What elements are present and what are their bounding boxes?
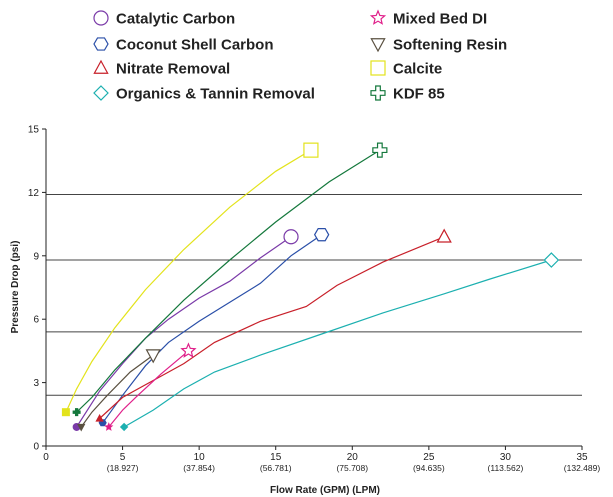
x-tick-label: 10 bbox=[194, 452, 206, 463]
x-tick-sublabel: (37.854) bbox=[183, 463, 215, 473]
legend-label: Nitrate Removal bbox=[116, 61, 230, 78]
x-tick-sublabel: (75.708) bbox=[336, 463, 368, 473]
y-tick-label: 3 bbox=[33, 378, 39, 389]
legend-item-kdf-85: KDF 85 bbox=[370, 85, 445, 103]
legend-item-catalytic-carbon: Catalytic Carbon bbox=[93, 10, 235, 28]
legend-label: Organics & Tannin Removal bbox=[116, 86, 315, 103]
legend-item-softening-resin: Softening Resin bbox=[370, 37, 507, 54]
series-line bbox=[76, 236, 292, 428]
series-mixed-bed-di bbox=[104, 342, 197, 431]
x-tick-sublabel: (113.562) bbox=[488, 463, 524, 473]
legend-item-organics-tannin-removal: Organics & Tannin Removal bbox=[93, 85, 315, 103]
end-point bbox=[283, 229, 299, 245]
start-point bbox=[72, 408, 81, 417]
start-point bbox=[61, 408, 70, 417]
start-point bbox=[104, 422, 114, 431]
legend-label: Softening Resin bbox=[393, 37, 507, 54]
end-point bbox=[372, 142, 388, 158]
series-calcite bbox=[61, 142, 319, 417]
end-point bbox=[180, 342, 197, 358]
x-tick-label: 15 bbox=[270, 452, 282, 463]
end-point bbox=[543, 252, 560, 268]
series-line bbox=[99, 236, 445, 419]
grid bbox=[46, 194, 582, 396]
legend-label: Calcite bbox=[393, 61, 442, 78]
legend-label: Mixed Bed DI bbox=[393, 11, 487, 28]
series bbox=[61, 142, 560, 432]
hexagon-icon bbox=[93, 37, 109, 51]
x-tick-sublabel: (132.489) bbox=[564, 463, 601, 473]
triangle-down-icon bbox=[370, 38, 386, 53]
series-line bbox=[80, 354, 154, 428]
axes: 0 5(18.927)10(37.854)15(56.781)20(75.708)… bbox=[28, 125, 600, 474]
x-tick-label: 5 bbox=[120, 452, 126, 463]
y-tick-label: 0 bbox=[33, 442, 39, 453]
legend-label: KDF 85 bbox=[393, 86, 445, 103]
legend-item-calcite: Calcite bbox=[370, 60, 442, 78]
circle-icon bbox=[93, 10, 109, 26]
x-tick-label: 0 bbox=[43, 452, 49, 463]
end-point bbox=[303, 142, 319, 158]
start-point bbox=[95, 413, 104, 422]
square-icon bbox=[370, 60, 386, 76]
legend: Catalytic Carbon Coconut Shell Carbon Nitr… bbox=[93, 9, 507, 103]
star-icon bbox=[369, 9, 387, 25]
series-organics-tannin-removal bbox=[119, 252, 560, 432]
legend-item-coconut-shell-carbon: Coconut Shell Carbon bbox=[93, 37, 274, 54]
legend-item-nitrate-removal: Nitrate Removal bbox=[93, 59, 230, 78]
series-coconut-shell-carbon bbox=[98, 228, 330, 427]
diamond-icon bbox=[93, 85, 109, 101]
series-line bbox=[65, 149, 312, 413]
x-tick-label: 20 bbox=[347, 452, 359, 463]
x-tick-sublabel: (18.927) bbox=[107, 463, 139, 473]
y-axis-title: Pressure Drop (psi) bbox=[10, 241, 21, 334]
series-kdf-85 bbox=[72, 142, 388, 417]
y-tick-label: 9 bbox=[33, 251, 39, 262]
series-line bbox=[108, 350, 189, 428]
x-tick-label: 30 bbox=[500, 452, 512, 463]
start-point bbox=[77, 423, 86, 432]
series-line bbox=[76, 149, 381, 413]
end-point bbox=[313, 228, 330, 242]
cross-icon bbox=[370, 85, 386, 101]
legend-item-mixed-bed-di: Mixed Bed DI bbox=[369, 9, 487, 28]
y-tick-label: 15 bbox=[28, 125, 40, 136]
x-tick-sublabel: (56.781) bbox=[260, 463, 292, 473]
series-nitrate-removal bbox=[95, 228, 452, 422]
start-point bbox=[119, 422, 129, 432]
end-point bbox=[436, 228, 452, 243]
y-tick-label: 6 bbox=[33, 315, 39, 326]
x-tick-label: 25 bbox=[423, 452, 435, 463]
series-softening-resin bbox=[77, 349, 161, 432]
triangle-up-icon bbox=[93, 59, 109, 74]
end-point bbox=[145, 349, 161, 364]
y-tick-label: 12 bbox=[28, 188, 40, 199]
legend-label: Coconut Shell Carbon bbox=[116, 37, 274, 54]
legend-label: Catalytic Carbon bbox=[116, 11, 235, 28]
x-tick-sublabel: (94.635) bbox=[413, 463, 445, 473]
series-line bbox=[102, 234, 323, 424]
x-tick-label: 35 bbox=[576, 452, 588, 463]
series-line bbox=[123, 259, 552, 428]
x-axis-title: Flow Rate (GPM) (LPM) bbox=[270, 485, 380, 496]
